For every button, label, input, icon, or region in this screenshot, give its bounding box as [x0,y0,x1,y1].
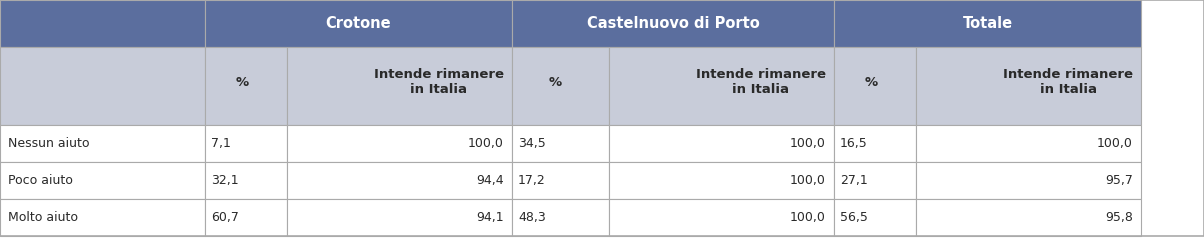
Text: 7,1: 7,1 [211,137,231,150]
Bar [834,162,916,199]
Text: Totale: Totale [962,16,1013,31]
Bar [287,47,512,125]
Text: Molto aiuto: Molto aiuto [8,211,78,224]
Bar [0,199,205,236]
Text: 94,4: 94,4 [477,174,504,187]
Bar [0,47,205,125]
Text: 56,5: 56,5 [840,211,868,224]
Bar [287,162,512,199]
Text: 95,8: 95,8 [1105,211,1133,224]
Text: %: % [864,76,878,89]
Bar [609,199,834,236]
Bar [916,162,1141,199]
Text: 94,1: 94,1 [477,211,504,224]
Bar [205,199,287,236]
Text: Poco aiuto: Poco aiuto [8,174,73,187]
Bar [834,0,1141,47]
Bar [512,0,834,47]
Bar [834,125,916,162]
Text: 48,3: 48,3 [518,211,545,224]
Text: Castelnuovo di Porto: Castelnuovo di Porto [586,16,760,31]
Bar [609,47,834,125]
Bar [609,125,834,162]
Bar [287,125,512,162]
Bar [205,162,287,199]
Text: Intende rimanere
in Italia: Intende rimanere in Italia [374,68,504,96]
Text: Crotone: Crotone [326,16,391,31]
Text: 95,7: 95,7 [1105,174,1133,187]
Bar [916,199,1141,236]
Text: 32,1: 32,1 [211,174,238,187]
Text: 17,2: 17,2 [518,174,545,187]
Bar [0,125,205,162]
Text: 27,1: 27,1 [840,174,868,187]
Text: 34,5: 34,5 [518,137,545,150]
Bar [512,125,609,162]
Text: 60,7: 60,7 [211,211,238,224]
Bar [205,0,512,47]
Text: 16,5: 16,5 [840,137,868,150]
Bar [916,47,1141,125]
Text: 100,0: 100,0 [790,211,826,224]
Bar [0,0,205,47]
Bar [609,162,834,199]
Text: 100,0: 100,0 [790,174,826,187]
Bar [512,47,609,125]
Bar [512,199,609,236]
Text: 100,0: 100,0 [468,137,504,150]
Text: Intende rimanere
in Italia: Intende rimanere in Italia [1003,68,1133,96]
Bar [512,162,609,199]
Bar [834,47,916,125]
Text: 100,0: 100,0 [790,137,826,150]
Bar [205,125,287,162]
Bar [916,125,1141,162]
Text: Intende rimanere
in Italia: Intende rimanere in Italia [696,68,826,96]
Bar [287,199,512,236]
Bar [834,199,916,236]
Bar [0,162,205,199]
Text: %: % [235,76,248,89]
Bar [205,47,287,125]
Text: %: % [549,76,562,89]
Text: Nessun aiuto: Nessun aiuto [8,137,89,150]
Text: 100,0: 100,0 [1097,137,1133,150]
